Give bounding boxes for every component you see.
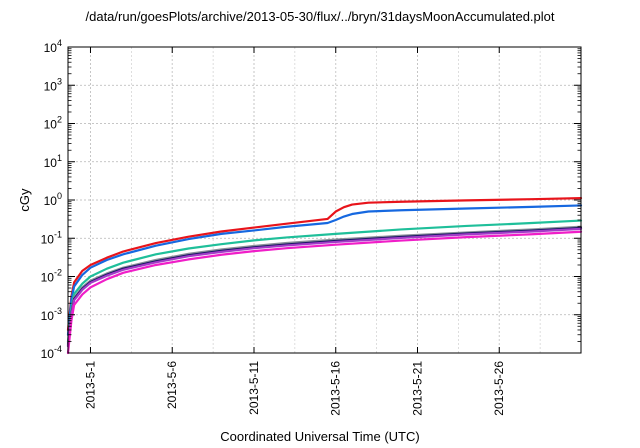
series-line-1 (66, 197, 583, 332)
plot-frame (67, 46, 582, 354)
y-tick-label: 104 (44, 38, 62, 55)
grid-lines (68, 47, 581, 353)
y-axis-label: cGy (17, 188, 32, 212)
x-tick-label: 2013-5-16 (329, 361, 343, 416)
series-line-7 (66, 230, 583, 355)
y-tick-label: 102 (44, 115, 62, 132)
chart-title: /data/run/goesPlots/archive/2013-05-30/f… (85, 9, 555, 24)
series-lines (66, 197, 583, 355)
y-tick-label: 10-1 (41, 229, 62, 246)
y-tick-label: 103 (44, 76, 62, 93)
y-tick-label: 101 (44, 153, 62, 170)
series-line-6 (66, 227, 583, 348)
y-tick-label: 10-4 (41, 344, 62, 361)
x-tick-label: 2013-5-1 (83, 361, 97, 409)
x-tick-label: 2013-5-21 (410, 361, 424, 416)
x-tick-label: 2013-5-11 (247, 361, 261, 415)
y-tick-label: 10-3 (41, 306, 62, 323)
x-tick-label: 2013-5-26 (492, 361, 506, 416)
x-axis-label: Coordinated Universal Time (UTC) (220, 429, 420, 444)
series-line-2 (66, 204, 583, 336)
y-tick-label: 10-2 (41, 268, 62, 285)
x-tick-label: 2013-5-6 (165, 361, 179, 409)
series-line-4 (66, 225, 583, 345)
series-line-3 (66, 219, 583, 343)
y-tick-label: 100 (44, 191, 62, 208)
axis-ticks: 2013-5-1 2013-5-6 2013-5-11 2013-5-16 2013-5… (41, 38, 581, 416)
